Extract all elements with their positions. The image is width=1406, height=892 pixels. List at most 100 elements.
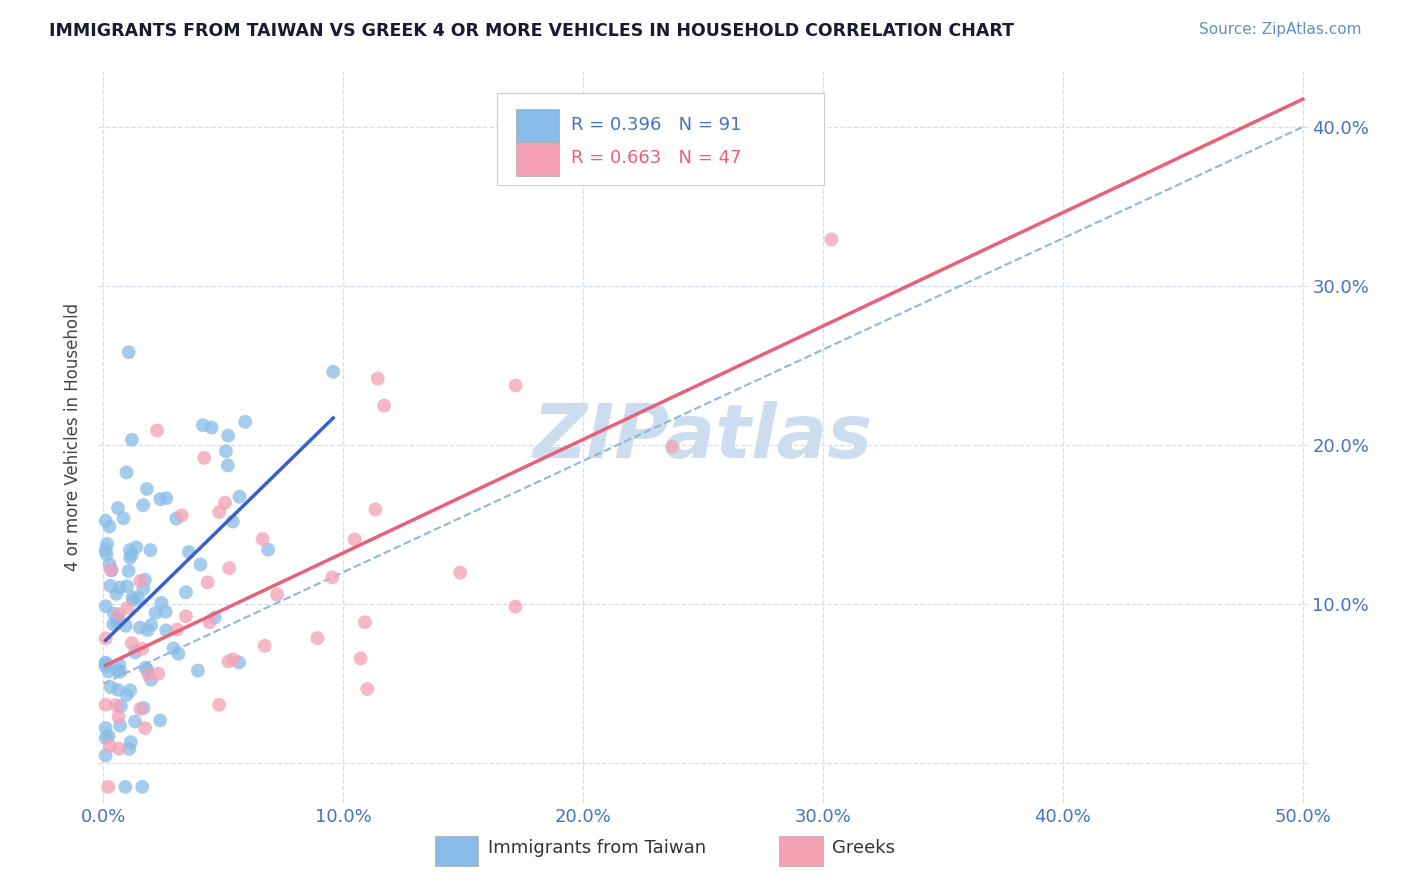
Point: [367, 371, 389, 385]
Text: R = 0.663   N = 47: R = 0.663 N = 47: [571, 149, 742, 167]
Point: [217, 458, 239, 473]
Point: [187, 664, 209, 678]
Point: [121, 433, 143, 447]
Point: [120, 735, 142, 749]
Point: [218, 654, 240, 668]
Point: [349, 651, 371, 665]
Point: [100, 579, 122, 593]
Point: [115, 688, 138, 702]
Point: [354, 615, 377, 630]
Point: [141, 618, 163, 632]
Point: [131, 780, 153, 794]
Point: [94, 656, 117, 670]
Point: [94, 659, 117, 673]
Point: [100, 563, 122, 577]
Point: [129, 574, 152, 588]
Point: [98, 558, 121, 572]
Point: [107, 612, 129, 626]
Point: [98, 739, 121, 753]
Point: [117, 564, 139, 578]
Point: [214, 496, 236, 510]
Point: [177, 545, 200, 559]
Point: [107, 710, 129, 724]
Point: [118, 742, 141, 756]
Point: [110, 665, 132, 679]
Point: [132, 498, 155, 512]
Point: [150, 596, 173, 610]
Point: [98, 519, 121, 533]
Text: Greeks: Greeks: [832, 839, 896, 857]
Point: [208, 698, 231, 712]
Point: [215, 444, 238, 458]
Point: [108, 719, 131, 733]
Point: [218, 561, 240, 575]
Point: [193, 450, 215, 465]
Point: [165, 511, 187, 525]
Point: [322, 365, 344, 379]
Point: [166, 623, 188, 637]
Point: [121, 591, 143, 605]
Point: [139, 673, 162, 687]
Point: [94, 731, 117, 745]
Point: [107, 682, 129, 697]
Point: [233, 415, 256, 429]
Point: [174, 585, 197, 599]
Point: [132, 582, 155, 596]
Point: [228, 656, 250, 670]
Point: [208, 505, 231, 519]
Point: [136, 663, 159, 677]
Point: [115, 466, 138, 480]
Point: [97, 729, 120, 743]
Point: [222, 652, 245, 666]
Point: [148, 666, 170, 681]
Point: [191, 418, 214, 433]
FancyBboxPatch shape: [434, 836, 478, 866]
Point: [136, 623, 159, 637]
Point: [139, 543, 162, 558]
Point: [321, 570, 343, 584]
Point: [96, 547, 118, 561]
Point: [129, 621, 152, 635]
Point: [120, 683, 142, 698]
Point: [266, 587, 288, 601]
Point: [103, 607, 125, 621]
Point: [661, 440, 683, 454]
Point: [257, 542, 280, 557]
Text: R = 0.396   N = 91: R = 0.396 N = 91: [571, 116, 742, 134]
Point: [108, 657, 131, 672]
Point: [449, 566, 471, 580]
FancyBboxPatch shape: [498, 94, 824, 185]
Point: [118, 543, 141, 558]
Point: [94, 599, 117, 614]
Point: [204, 610, 226, 624]
Point: [94, 657, 117, 671]
Point: [107, 663, 129, 677]
Point: [228, 490, 250, 504]
Point: [162, 641, 184, 656]
FancyBboxPatch shape: [516, 110, 560, 143]
Point: [108, 581, 131, 595]
Point: [121, 636, 143, 650]
Point: [155, 491, 177, 506]
Point: [145, 606, 167, 620]
Point: [343, 533, 366, 547]
Point: [364, 502, 387, 516]
Point: [174, 609, 197, 624]
Point: [155, 624, 177, 638]
Point: [307, 631, 329, 645]
Point: [135, 482, 157, 496]
Point: [129, 702, 152, 716]
Point: [197, 575, 219, 590]
Point: [505, 378, 527, 392]
Point: [114, 780, 136, 794]
Point: [167, 647, 190, 661]
Point: [104, 698, 127, 712]
Point: [94, 698, 117, 712]
Text: Immigrants from Taiwan: Immigrants from Taiwan: [488, 839, 706, 857]
Point: [146, 424, 169, 438]
Point: [170, 508, 193, 523]
Point: [97, 665, 120, 679]
Point: [252, 532, 274, 546]
Point: [105, 615, 128, 630]
Text: IMMIGRANTS FROM TAIWAN VS GREEK 4 OR MORE VEHICLES IN HOUSEHOLD CORRELATION CHAR: IMMIGRANTS FROM TAIWAN VS GREEK 4 OR MOR…: [49, 22, 1014, 40]
